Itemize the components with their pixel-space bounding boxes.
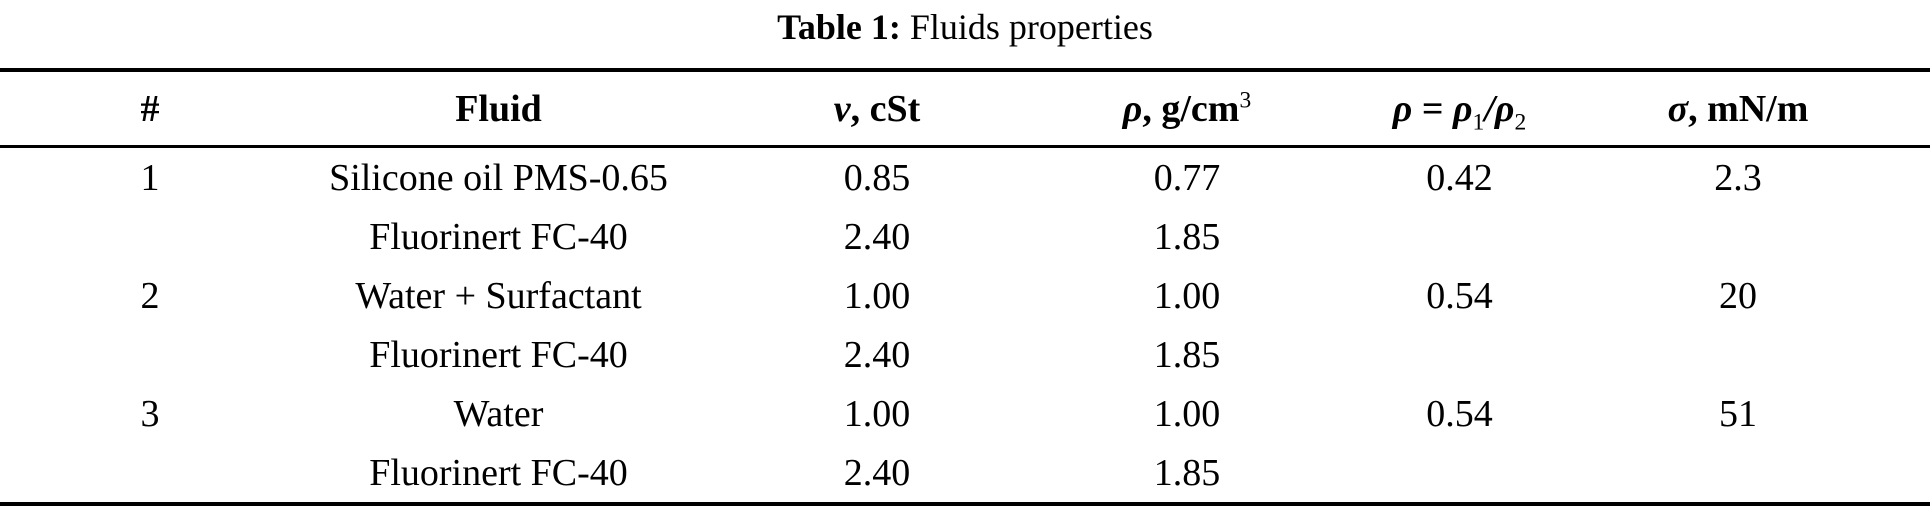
table-caption-text: Fluids properties [909, 7, 1153, 47]
cell-surface-tension: 20 [1719, 274, 1757, 317]
cell-density-ratio [1317, 443, 1602, 504]
cell-density: 1.85 [1153, 451, 1221, 494]
column-header-number: # [140, 87, 160, 130]
cell-number: 2 [140, 274, 160, 317]
table-row: Fluorinert FC-40 2.40 1.85 [0, 325, 1930, 384]
table-row: Fluorinert FC-40 2.40 1.85 [0, 443, 1930, 504]
cell-surface-tension: 51 [1719, 392, 1757, 435]
cell-density: 1.00 [1153, 274, 1221, 317]
table-row: 1 Silicone oil PMS-0.65 0.85 0.77 0.42 2.3 [0, 147, 1930, 208]
cell-viscosity: 1.00 [843, 274, 911, 317]
cell-surface-tension [1602, 443, 1930, 504]
cell-surface-tension: 2.3 [1714, 156, 1762, 199]
cell-surface-tension [1602, 325, 1930, 384]
cell-fluid: Fluorinert FC-40 [369, 451, 628, 494]
cell-density: 1.85 [1153, 215, 1221, 258]
cell-viscosity: 1.00 [843, 392, 911, 435]
cell-number [0, 443, 300, 504]
table-row: 2 Water + Surfactant 1.00 1.00 0.54 20 [0, 266, 1930, 325]
column-header-density-ratio: ρ = ρ1/ρ2 [1392, 87, 1527, 136]
cell-viscosity: 2.40 [843, 215, 911, 258]
cell-density: 0.77 [1153, 156, 1221, 199]
table-header-row: # Fluid ν, cSt ρ, g/cm3 ρ = ρ1/ρ2 σ, mN/m [0, 70, 1930, 147]
table-body: 1 Silicone oil PMS-0.65 0.85 0.77 0.42 2.3 Flu… [0, 147, 1930, 505]
column-header-surface-tension: σ, mN/m [1667, 87, 1809, 130]
cell-surface-tension [1602, 207, 1930, 266]
cell-viscosity: 2.40 [843, 333, 911, 376]
cell-density-ratio [1317, 325, 1602, 384]
cell-fluid: Fluorinert FC-40 [369, 333, 628, 376]
cell-density-ratio [1317, 207, 1602, 266]
cell-fluid: Water [453, 392, 544, 435]
table-caption-label: Table 1: [777, 7, 901, 47]
cell-fluid: Fluorinert FC-40 [369, 215, 628, 258]
cell-viscosity: 0.85 [843, 156, 911, 199]
table-row: Fluorinert FC-40 2.40 1.85 [0, 207, 1930, 266]
column-header-density: ρ, g/cm3 [1122, 86, 1252, 130]
cell-fluid: Water + Surfactant [355, 274, 642, 317]
cell-fluid: Silicone oil PMS-0.65 [329, 156, 668, 199]
cell-number [0, 207, 300, 266]
cell-viscosity: 2.40 [843, 451, 911, 494]
cell-number [0, 325, 300, 384]
table-caption: Table 1: Fluids properties [0, 0, 1930, 48]
cell-number: 3 [140, 392, 160, 435]
cell-density-ratio: 0.54 [1426, 392, 1493, 435]
column-header-viscosity: ν, cSt [833, 87, 921, 130]
column-header-fluid: Fluid [455, 87, 542, 130]
cell-density-ratio: 0.54 [1426, 274, 1493, 317]
table-row: 3 Water 1.00 1.00 0.54 51 [0, 384, 1930, 443]
cell-density: 1.85 [1153, 333, 1221, 376]
cell-density-ratio: 0.42 [1426, 156, 1493, 199]
fluids-properties-table: # Fluid ν, cSt ρ, g/cm3 ρ = ρ1/ρ2 σ, mN/m 1 Si… [0, 68, 1930, 506]
cell-density: 1.00 [1153, 392, 1221, 435]
cell-number: 1 [140, 156, 160, 199]
